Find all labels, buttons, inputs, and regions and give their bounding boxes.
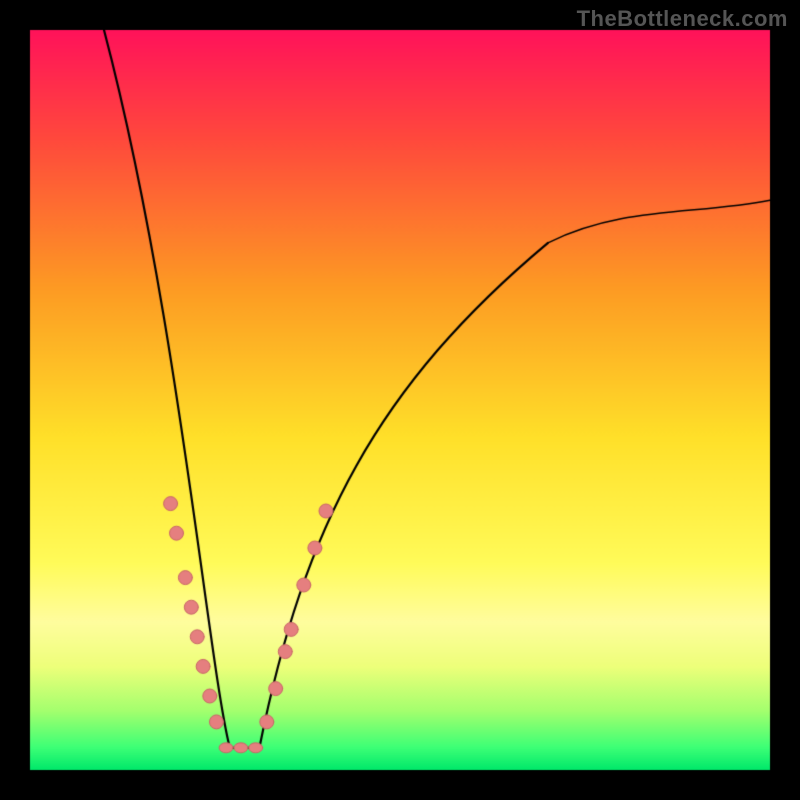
bottleneck-chart	[0, 0, 800, 800]
watermark-text: TheBottleneck.com	[577, 6, 788, 32]
